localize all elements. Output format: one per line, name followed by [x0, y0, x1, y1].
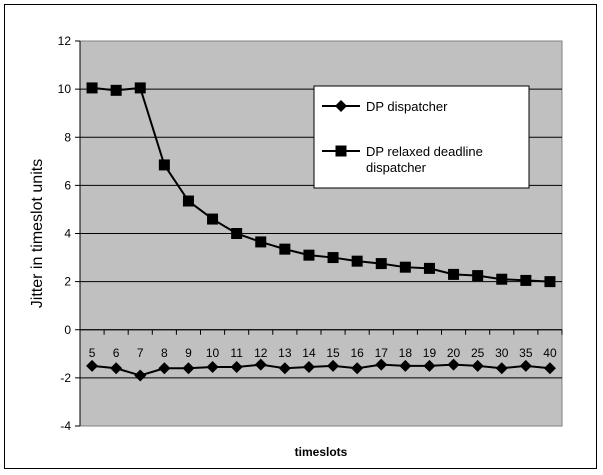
data-point	[278, 362, 291, 375]
y-tick-label: 8	[64, 130, 71, 144]
x-tick-label: 35	[519, 346, 533, 360]
legend-label-line: DP relaxed deadline	[366, 144, 483, 159]
y-axis-title: Jitter in timeslot units	[29, 159, 46, 308]
data-point	[134, 369, 147, 382]
data-point	[255, 236, 267, 248]
legend-entry: DP dispatcher	[322, 99, 448, 114]
y-tick-label: 2	[64, 275, 71, 289]
data-point	[448, 268, 460, 280]
data-point	[519, 359, 532, 372]
data-point	[327, 359, 340, 372]
x-tick-label: 20	[447, 346, 461, 360]
data-point	[182, 362, 195, 375]
x-tick-label: 14	[302, 346, 316, 360]
x-tick-label: 10	[206, 346, 220, 360]
data-point	[423, 359, 436, 372]
data-point	[544, 276, 556, 288]
data-point	[399, 359, 412, 372]
y-tick-label: 12	[58, 34, 72, 48]
x-tick-label: 11	[230, 346, 243, 360]
data-point	[302, 361, 315, 374]
y-tick-label: 0	[64, 323, 71, 337]
data-point	[231, 228, 243, 239]
axes: -4 -2 0 2 4 6 8 10 12 5 6 7 8 9 10 11 12 13 14 15 16 17 18 19 20…	[58, 34, 563, 433]
data-point	[375, 358, 388, 371]
x-tick-label: 6	[113, 346, 120, 360]
legend-label-line: DP dispatcher	[366, 99, 448, 114]
data-point	[207, 213, 219, 225]
y-tick-label: -4	[60, 419, 71, 433]
series-1	[86, 82, 556, 288]
data-point	[543, 362, 556, 375]
x-tick-label: 8	[161, 346, 168, 360]
legend-label-line: dispatcher	[366, 160, 427, 175]
legend-swatch-marker	[335, 145, 347, 157]
data-point	[182, 195, 194, 207]
data-point	[471, 359, 484, 372]
data-point	[375, 258, 387, 270]
data-point	[472, 270, 484, 282]
x-tick-label: 40	[543, 346, 557, 360]
data-point	[158, 159, 170, 171]
legend-swatch-marker	[335, 100, 347, 112]
legend-label: DP dispatcher	[366, 99, 448, 114]
x-tick-label: 16	[350, 346, 364, 360]
x-tick-label: 17	[375, 346, 389, 360]
data-point	[399, 261, 411, 273]
data-point	[230, 361, 243, 374]
x-tick-label: 30	[495, 346, 509, 360]
x-tick-label: 13	[278, 346, 292, 360]
legend-label: DP relaxed deadline dispatcher	[366, 144, 483, 175]
data-point	[86, 82, 98, 94]
legend: DP dispatcher DP relaxed deadline dispatch…	[313, 85, 530, 189]
series	[86, 82, 556, 382]
data-point	[134, 82, 146, 94]
data-point	[86, 359, 99, 372]
data-point	[327, 252, 339, 264]
data-point	[351, 255, 363, 267]
data-point	[351, 362, 364, 375]
data-point	[158, 362, 171, 375]
y-tick-label: 4	[64, 227, 71, 241]
x-tick-label: 9	[185, 346, 192, 360]
y-tick-label: -2	[60, 371, 71, 385]
x-tick-label: 7	[137, 346, 144, 360]
data-point	[110, 362, 123, 375]
x-tick-label: 15	[326, 346, 340, 360]
data-point	[279, 243, 291, 255]
x-tick-label: 18	[399, 346, 413, 360]
data-point	[303, 249, 315, 261]
x-tick-label: 5	[89, 346, 96, 360]
data-point	[520, 274, 532, 286]
x-axis-title: timeslots	[295, 445, 348, 459]
y-tick-label: 6	[64, 178, 71, 192]
data-point	[206, 361, 219, 374]
data-point	[110, 84, 122, 96]
legend-entry: DP relaxed deadline dispatcher	[322, 144, 483, 175]
data-point	[447, 358, 460, 371]
x-tick-label: 25	[471, 346, 485, 360]
series-0	[86, 358, 556, 382]
data-point	[254, 358, 267, 371]
data-point	[496, 273, 508, 285]
data-point	[495, 362, 508, 375]
legend-box	[313, 85, 530, 189]
y-tick-label: 10	[58, 82, 72, 96]
data-point	[423, 262, 435, 274]
x-tick-label: 19	[423, 346, 437, 360]
x-tick-label: 12	[254, 346, 268, 360]
